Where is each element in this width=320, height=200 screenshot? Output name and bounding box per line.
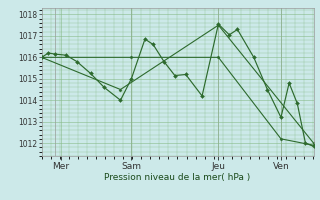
- X-axis label: Pression niveau de la mer( hPa ): Pression niveau de la mer( hPa ): [104, 173, 251, 182]
